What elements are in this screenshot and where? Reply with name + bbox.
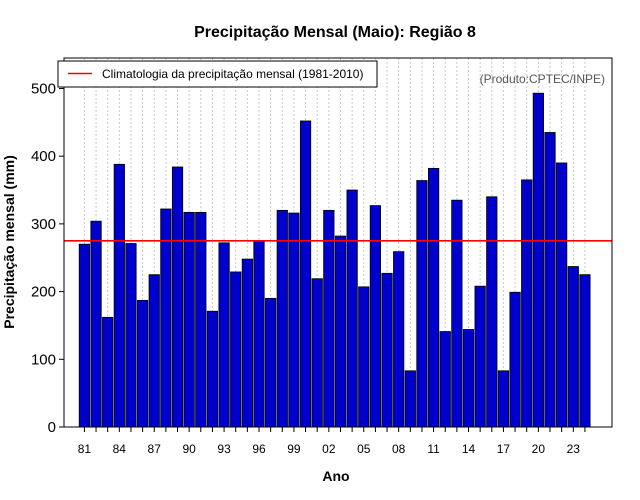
bar-90	[183, 211, 195, 428]
bar-12	[439, 331, 451, 428]
legend-box	[57, 60, 378, 88]
bar-83	[102, 316, 114, 428]
bar-16	[486, 196, 498, 428]
bar-87	[148, 274, 160, 428]
bar-15	[474, 285, 486, 428]
y-tick-label: 200	[31, 284, 56, 301]
bar-84	[113, 163, 125, 428]
bar-20	[532, 92, 544, 428]
x-tick-label: 02	[322, 442, 336, 456]
bar-88	[160, 208, 172, 428]
bar-18	[509, 291, 521, 428]
bars	[78, 92, 591, 428]
x-tick-label: 23	[567, 442, 581, 456]
x-axis: 81 84 87 90 93 96 99 02 05 08 11 14 17 20 23	[78, 427, 586, 456]
bar-04	[346, 189, 358, 428]
bar-89	[171, 166, 184, 428]
bar-11	[427, 167, 440, 428]
x-tick-label: 05	[357, 442, 371, 456]
bar-21	[544, 132, 556, 428]
x-tick-label: 08	[392, 442, 406, 456]
x-axis-label: Ano	[322, 468, 349, 484]
bar-10	[416, 180, 428, 428]
bar-13	[451, 199, 463, 428]
bar-06	[369, 205, 382, 428]
bar-98	[276, 209, 288, 428]
chart-title: Precipitação Mensal (Maio): Região 8	[194, 24, 476, 41]
bar-82	[90, 220, 102, 428]
x-tick-label: 84	[113, 442, 127, 456]
bar-92	[206, 310, 219, 428]
x-tick-label: 99	[287, 442, 301, 456]
plot-frame	[63, 57, 613, 428]
legend: Climatologia da precipitação mensal (198…	[57, 60, 378, 88]
x-tick-label: 20	[532, 442, 546, 456]
credit-text: (Produto:CPTEC/INPE)	[480, 72, 605, 86]
bar-93	[218, 242, 230, 428]
x-tick-label: 17	[497, 442, 511, 456]
y-axis-label: Precipitação mensal (mm)	[1, 155, 17, 329]
bar-94	[230, 271, 242, 428]
y-tick-label: 300	[31, 216, 56, 233]
bar-22	[556, 162, 568, 428]
bar-81	[78, 243, 90, 428]
bar-00	[299, 120, 312, 428]
x-tick-label: 90	[182, 442, 196, 456]
y-tick-label: 0	[48, 419, 56, 436]
bar-03	[334, 235, 347, 428]
bar-96	[253, 240, 265, 428]
bar-09	[404, 370, 416, 428]
bar-02	[323, 209, 335, 428]
bar-85	[125, 243, 137, 428]
bar-07	[381, 272, 393, 428]
y-axis: 0 100 200 300 400 500	[31, 80, 64, 436]
x-tick-label: 81	[78, 442, 92, 456]
x-tick-label: 87	[148, 442, 162, 456]
bar-95	[241, 258, 253, 428]
legend-label: Climatologia da precipitação mensal (198…	[102, 67, 363, 81]
x-tick-label: 93	[217, 442, 231, 456]
bar-01	[311, 278, 323, 428]
bar-14	[462, 329, 475, 428]
bar-86	[136, 299, 149, 428]
bar-17	[497, 370, 510, 428]
y-tick-label: 500	[31, 80, 56, 97]
x-tick-label: 11	[427, 442, 440, 456]
bar-08	[393, 251, 405, 428]
bar-23	[567, 266, 579, 428]
bar-19	[521, 179, 533, 428]
x-tick-label: 96	[252, 442, 266, 456]
bar-99	[288, 212, 300, 428]
x-tick-label: 14	[462, 442, 476, 456]
y-tick-label: 400	[31, 148, 56, 165]
y-tick-label: 100	[31, 351, 56, 368]
bar-24	[579, 274, 591, 428]
bar-05	[358, 286, 370, 428]
bar-91	[195, 211, 207, 428]
bar-97	[265, 297, 277, 428]
